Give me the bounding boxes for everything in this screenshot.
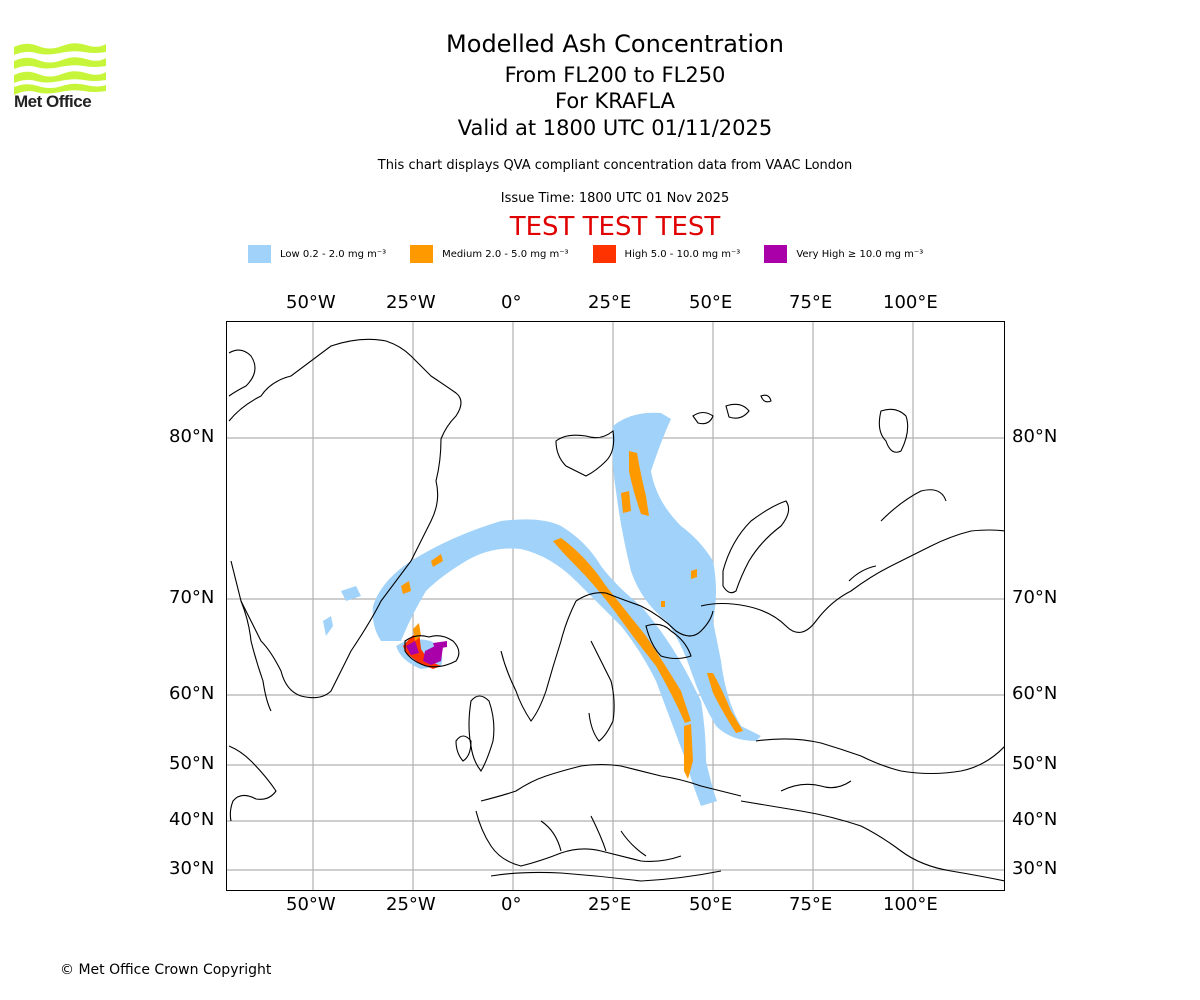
met-office-logo-text: Met Office bbox=[14, 92, 92, 111]
lon-label-bottom: 100°E bbox=[883, 894, 938, 915]
lon-label-top: 25°E bbox=[588, 292, 632, 313]
legend-swatch-high bbox=[592, 245, 616, 263]
ash-medium-layer bbox=[401, 451, 743, 779]
lat-label-left: 50°N bbox=[169, 753, 215, 774]
lon-label-bottom: 75°E bbox=[789, 894, 833, 915]
lat-label-right: 30°N bbox=[1012, 858, 1058, 879]
lon-label-top: 0° bbox=[501, 292, 522, 313]
lat-label-left: 60°N bbox=[169, 683, 215, 704]
lat-label-left: 80°N bbox=[169, 426, 215, 447]
legend-item-high: High 5.0 - 10.0 mg m⁻³ bbox=[592, 245, 741, 263]
issue-time: Issue Time: 1800 UTC 01 Nov 2025 bbox=[500, 191, 730, 206]
chart-title: Modelled Ash Concentration bbox=[446, 30, 784, 58]
ash-very-high-layer bbox=[406, 641, 447, 665]
disclaimer-text: This chart displays QVA compliant concen… bbox=[377, 158, 853, 173]
legend-item-very-high: Very High ≥ 10.0 mg m⁻³ bbox=[764, 245, 923, 263]
lat-label-left: 40°N bbox=[169, 809, 215, 830]
lat-label-left: 70°N bbox=[169, 587, 215, 608]
lon-label-bottom: 50°E bbox=[689, 894, 733, 915]
legend-label-low: Low 0.2 - 2.0 mg m⁻³ bbox=[280, 248, 387, 260]
lat-label-right: 40°N bbox=[1012, 809, 1058, 830]
concentration-legend: Low 0.2 - 2.0 mg m⁻³ Medium 2.0 - 5.0 mg… bbox=[248, 244, 947, 264]
volcano-name: For KRAFLA bbox=[555, 89, 675, 113]
legend-swatch-medium bbox=[410, 245, 434, 263]
lon-label-bottom: 25°E bbox=[588, 894, 632, 915]
lon-label-top: 75°E bbox=[789, 292, 833, 313]
legend-swatch-low bbox=[248, 245, 271, 263]
lat-label-right: 60°N bbox=[1012, 683, 1058, 704]
copyright-notice: © Met Office Crown Copyright bbox=[60, 962, 272, 978]
legend-label-high: High 5.0 - 10.0 mg m⁻³ bbox=[624, 248, 741, 260]
coastlines bbox=[228, 338, 1004, 882]
lat-label-right: 80°N bbox=[1012, 426, 1058, 447]
valid-time: Valid at 1800 UTC 01/11/2025 bbox=[457, 116, 773, 140]
legend-item-low: Low 0.2 - 2.0 mg m⁻³ bbox=[248, 245, 386, 263]
map-canvas bbox=[227, 322, 1004, 890]
legend-item-medium: Medium 2.0 - 5.0 mg m⁻³ bbox=[410, 245, 569, 263]
flight-level-range: From FL200 to FL250 bbox=[504, 63, 726, 87]
legend-label-very-high: Very High ≥ 10.0 mg m⁻³ bbox=[796, 248, 924, 260]
lon-label-bottom: 25°W bbox=[386, 894, 436, 915]
lon-label-top: 25°W bbox=[386, 292, 436, 313]
lon-label-bottom: 0° bbox=[501, 894, 522, 915]
test-banner: TEST TEST TEST bbox=[509, 212, 721, 242]
lat-label-left: 30°N bbox=[169, 858, 215, 879]
legend-label-medium: Medium 2.0 - 5.0 mg m⁻³ bbox=[442, 248, 569, 260]
lon-label-bottom: 50°W bbox=[286, 894, 336, 915]
ash-concentration-map[interactable] bbox=[226, 321, 1005, 891]
lat-label-right: 70°N bbox=[1012, 587, 1058, 608]
lon-label-top: 50°E bbox=[689, 292, 733, 313]
met-office-logo-icon bbox=[14, 43, 106, 95]
lon-label-top: 100°E bbox=[883, 292, 938, 313]
lon-label-top: 50°W bbox=[286, 292, 336, 313]
ash-low-layer bbox=[323, 412, 761, 806]
lat-label-right: 50°N bbox=[1012, 753, 1058, 774]
legend-swatch-very-high bbox=[764, 245, 788, 263]
